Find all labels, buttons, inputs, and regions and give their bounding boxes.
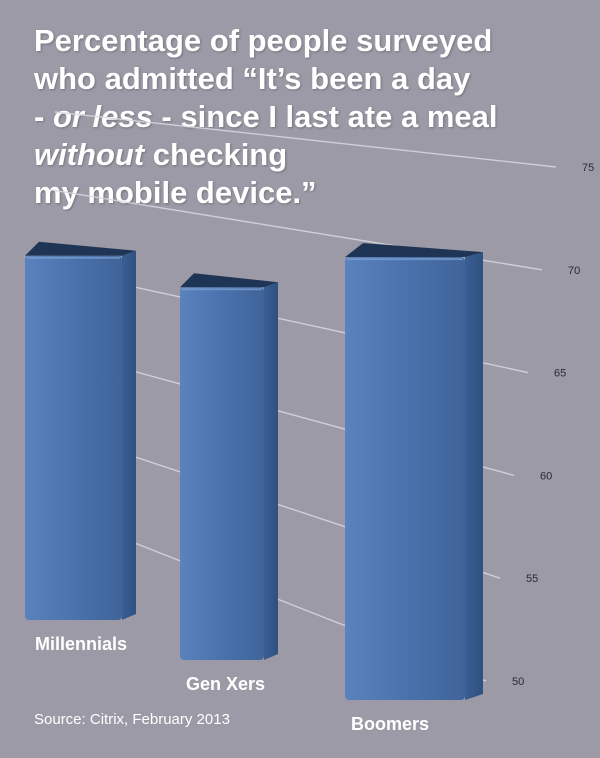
y-tick-label: 50: [512, 676, 524, 688]
bar-side: [465, 252, 483, 701]
chart-title: Percentage of people surveyed who admitt…: [34, 22, 574, 212]
title-line-4-post: checking: [144, 137, 288, 172]
bar-top: [345, 243, 483, 258]
title-line-3: - or less - since I last ate a meal: [34, 98, 574, 136]
bar: [345, 257, 465, 700]
title-line-3-post: - since I last ate a meal: [152, 99, 498, 134]
y-tick-label: 55: [526, 573, 538, 585]
bar-side: [264, 282, 278, 660]
bar-top: [25, 241, 136, 256]
title-emphasis-or-less: or less: [52, 99, 153, 134]
title-line-2: who admitted “It’s been a day: [34, 61, 471, 96]
bar: [25, 255, 122, 621]
title-emphasis-without: without: [34, 137, 145, 172]
title-line-4: without checking: [34, 136, 574, 174]
source-note: Source: Citrix, February 2013: [34, 711, 230, 728]
category-label: Gen Xers: [186, 674, 265, 694]
category-label: Boomers: [351, 714, 429, 734]
bar-top: [180, 273, 278, 288]
y-tick-label: 60: [540, 470, 552, 482]
title-line-5: my mobile device.”: [34, 175, 317, 210]
gridline: [54, 111, 557, 168]
y-tick-label: 70: [568, 265, 580, 277]
y-tick-label: 75: [582, 162, 594, 174]
y-tick-label: 65: [554, 368, 566, 380]
title-line-1: Percentage of people surveyed: [34, 23, 493, 58]
bar: [180, 287, 264, 660]
bar-side: [122, 250, 136, 621]
category-label: Millennials: [35, 634, 127, 654]
title-line-3-pre: -: [34, 99, 53, 134]
